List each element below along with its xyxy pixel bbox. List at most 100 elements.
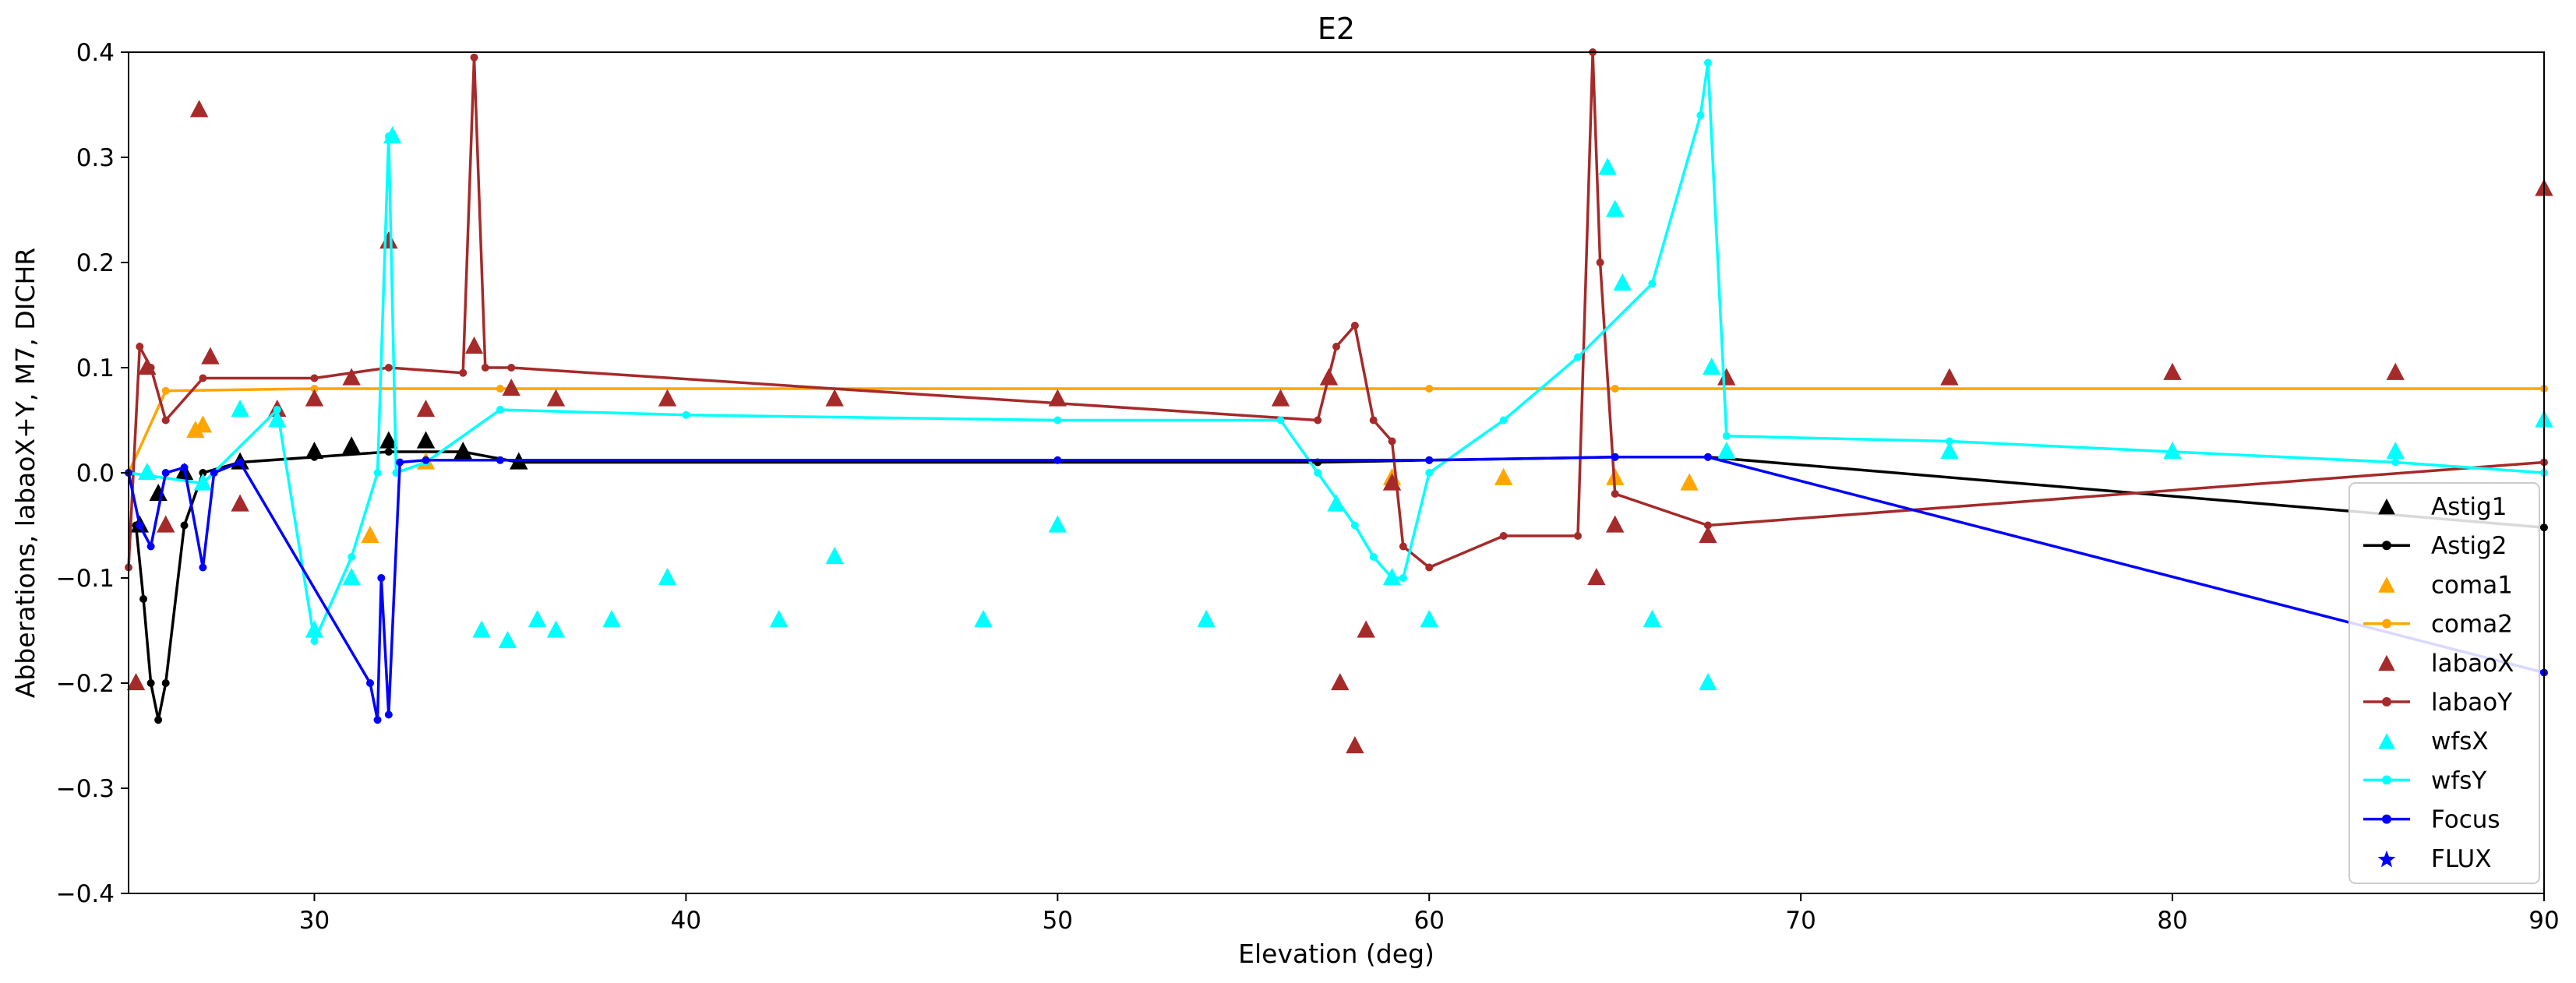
data-point	[1053, 416, 1062, 425]
data-point	[974, 610, 993, 628]
data-point	[1596, 259, 1604, 266]
legend-marker	[2382, 618, 2391, 629]
legend-label: coma2	[2431, 611, 2513, 639]
y-tick-label: −0.1	[56, 565, 115, 593]
data-point	[1499, 532, 1508, 540]
x-tick-label: 40	[671, 907, 701, 935]
legend-item-focus: Focus	[2363, 806, 2500, 834]
x-tick-label: 50	[1043, 907, 1073, 935]
data-point	[199, 469, 207, 477]
data-point	[305, 389, 324, 407]
data-point	[1648, 280, 1657, 287]
chart-title: E2	[1318, 12, 1355, 46]
data-point	[136, 343, 144, 351]
data-point	[342, 436, 361, 454]
data-point	[384, 710, 393, 719]
x-tick-label: 30	[299, 907, 330, 935]
legend-label: Astig2	[2431, 532, 2507, 560]
data-point	[1696, 111, 1705, 119]
y-axis: 0.4 0.3 0.2 0.1 0.0 −0.1 −0.2 −0.3 −0.4	[56, 39, 129, 908]
data-point	[396, 458, 404, 467]
data-point	[422, 456, 430, 464]
data-point	[305, 442, 324, 460]
data-point	[268, 410, 287, 428]
series-labaox	[126, 100, 2553, 754]
series-wfsx	[138, 126, 2553, 691]
data-point	[199, 563, 207, 572]
legend-marker	[2377, 850, 2396, 868]
data-point	[366, 679, 374, 687]
data-point	[161, 679, 170, 687]
data-point	[459, 368, 468, 377]
data-point	[1702, 358, 1721, 375]
legend-label: labaoY	[2431, 689, 2512, 717]
data-point	[2391, 458, 2400, 467]
data-point	[1271, 389, 1290, 407]
data-point	[1331, 673, 1350, 691]
data-point	[154, 716, 163, 724]
x-tick-label: 80	[2157, 907, 2187, 935]
legend-item-wfsy: wfsY	[2363, 766, 2486, 795]
data-point	[1388, 574, 1396, 582]
data-point	[496, 385, 504, 393]
legend-item-astig2: Astig2	[2363, 532, 2507, 560]
legend-marker	[2382, 775, 2391, 785]
legend-item-coma2: coma2	[2363, 611, 2513, 639]
data-point	[1717, 368, 1736, 386]
legend-label: labaoX	[2431, 650, 2514, 678]
data-point	[1699, 673, 1717, 691]
data-point	[146, 364, 155, 372]
data-point	[1388, 437, 1396, 446]
data-point	[2386, 442, 2405, 460]
data-point	[361, 526, 379, 544]
legend: Astig1 Astig2 coma1 coma2 labaoX labaoY wfsX wf…	[2348, 482, 2540, 884]
data-point	[379, 431, 398, 449]
data-point	[1369, 553, 1378, 561]
plot-background	[129, 52, 2544, 893]
data-point	[602, 610, 621, 628]
data-point	[180, 463, 189, 472]
data-point	[1425, 563, 1434, 572]
legend-item-flux: FLUX	[2377, 845, 2492, 873]
data-point	[1605, 199, 1625, 217]
data-point	[1350, 322, 1359, 329]
data-point	[1722, 432, 1731, 440]
legend-label: Focus	[2431, 806, 2500, 834]
data-point	[1613, 273, 1632, 291]
data-point	[236, 458, 245, 467]
data-point	[180, 521, 189, 530]
legend-item-coma1: coma1	[2378, 571, 2513, 599]
legend-marker	[2378, 499, 2395, 515]
data-point	[384, 448, 393, 456]
data-point	[459, 448, 468, 456]
legend-item-labaoy: labaoY	[2363, 689, 2512, 717]
legend-label: FLUX	[2431, 845, 2492, 873]
data-point	[1357, 620, 1375, 638]
legend-marker	[2378, 576, 2395, 593]
legend-label: wfsY	[2431, 766, 2486, 795]
x-axis: 30 40 50 60 70 80 90	[299, 893, 2560, 935]
data-point	[1425, 456, 1434, 464]
data-point	[1350, 521, 1359, 530]
data-point	[310, 637, 319, 645]
data-point	[1611, 490, 1619, 498]
data-point	[348, 553, 356, 561]
y-tick-label: 0.2	[76, 249, 115, 277]
data-point	[210, 469, 218, 477]
x-tick-label: 70	[1785, 907, 1816, 935]
data-point	[126, 673, 146, 691]
y-tick-label: 0.0	[76, 460, 115, 488]
data-point	[342, 368, 361, 386]
data-point	[2386, 362, 2405, 380]
data-point	[1399, 574, 1407, 582]
y-tick-label: 0.3	[76, 144, 115, 172]
data-point	[384, 132, 393, 140]
y-tick-label: −0.2	[56, 670, 115, 698]
y-tick-label: 0.1	[76, 354, 115, 382]
legend-marker	[2382, 697, 2391, 706]
data-point	[161, 416, 170, 425]
data-point	[1425, 469, 1434, 477]
data-point	[161, 469, 170, 477]
legend-marker	[2378, 733, 2395, 749]
